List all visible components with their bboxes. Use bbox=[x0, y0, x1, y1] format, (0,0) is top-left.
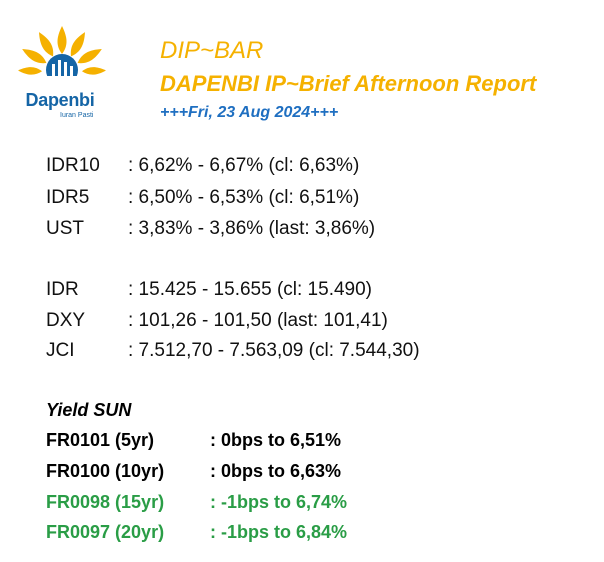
row-label: IDR bbox=[46, 279, 79, 300]
dapenbi-logo: Dapenbi Iuran Pasti bbox=[14, 24, 134, 134]
row-label: JCI bbox=[46, 340, 75, 361]
row-label: IDR10 bbox=[46, 155, 100, 176]
row-label: DXY bbox=[46, 310, 86, 331]
sun-pension-logo-icon bbox=[18, 26, 106, 92]
bond-row-fr0098: FR0098 (15yr) : -1bps to 6,74% bbox=[46, 492, 347, 513]
bond-label: FR0098 (15yr) bbox=[46, 492, 165, 512]
report-date: +++Fri, 23 Aug 2024+++ bbox=[160, 104, 339, 121]
market-row-jci: JCI : 7.512,70 - 7.563,09 (cl: 7.544,30) bbox=[46, 340, 420, 362]
market-row-dxy: DXY : 101,26 - 101,50 (last: 101,41) bbox=[46, 310, 388, 332]
row-value: : 6,62% - 6,67% (cl: 6,63%) bbox=[128, 155, 360, 176]
bond-row-fr0101: FR0101 (5yr) : 0bps to 6,51% bbox=[46, 430, 341, 451]
bond-row-fr0100: FR0100 (10yr) : 0bps to 6,63% bbox=[46, 461, 341, 482]
market-row-idr: IDR : 15.425 - 15.655 (cl: 15.490) bbox=[46, 279, 372, 301]
bond-label: FR0101 (5yr) bbox=[46, 430, 155, 450]
row-value: : 7.512,70 - 7.563,09 (cl: 7.544,30) bbox=[128, 340, 420, 361]
bond-value: : 0bps to 6,51% bbox=[210, 430, 342, 450]
row-value: : 15.425 - 15.655 (cl: 15.490) bbox=[128, 279, 372, 300]
bond-label: FR0100 (10yr) bbox=[46, 461, 165, 481]
row-value: : 3,83% - 3,86% (last: 3,86%) bbox=[128, 218, 376, 239]
bond-row-fr0097: FR0097 (20yr) : -1bps to 6,84% bbox=[46, 522, 347, 543]
bond-label: FR0097 (20yr) bbox=[46, 522, 165, 542]
yield-row-idr10: IDR10 : 6,62% - 6,67% (cl: 6,63%) bbox=[46, 155, 359, 177]
row-label: UST bbox=[46, 218, 84, 239]
bond-value: : 0bps to 6,63% bbox=[210, 461, 342, 481]
bond-value: : -1bps to 6,74% bbox=[210, 492, 348, 512]
logo-tagline: Iuran Pasti bbox=[60, 112, 94, 119]
yield-row-idr5: IDR5 : 6,50% - 6,53% (cl: 6,51%) bbox=[46, 187, 359, 209]
bond-value: : -1bps to 6,84% bbox=[210, 522, 348, 542]
row-value: : 6,50% - 6,53% (cl: 6,51%) bbox=[128, 187, 360, 208]
report-title: DIP~BAR bbox=[160, 37, 264, 64]
yield-sun-title: Yield SUN bbox=[46, 400, 132, 420]
yield-row-ust: UST : 3,83% - 3,86% (last: 3,86%) bbox=[46, 218, 375, 240]
logo-brand-text: Dapenbi bbox=[25, 90, 95, 110]
report-subtitle: DAPENBI IP~Brief Afternoon Report bbox=[160, 71, 537, 96]
row-value: : 101,26 - 101,50 (last: 101,41) bbox=[128, 310, 388, 331]
row-label: IDR5 bbox=[46, 187, 90, 208]
